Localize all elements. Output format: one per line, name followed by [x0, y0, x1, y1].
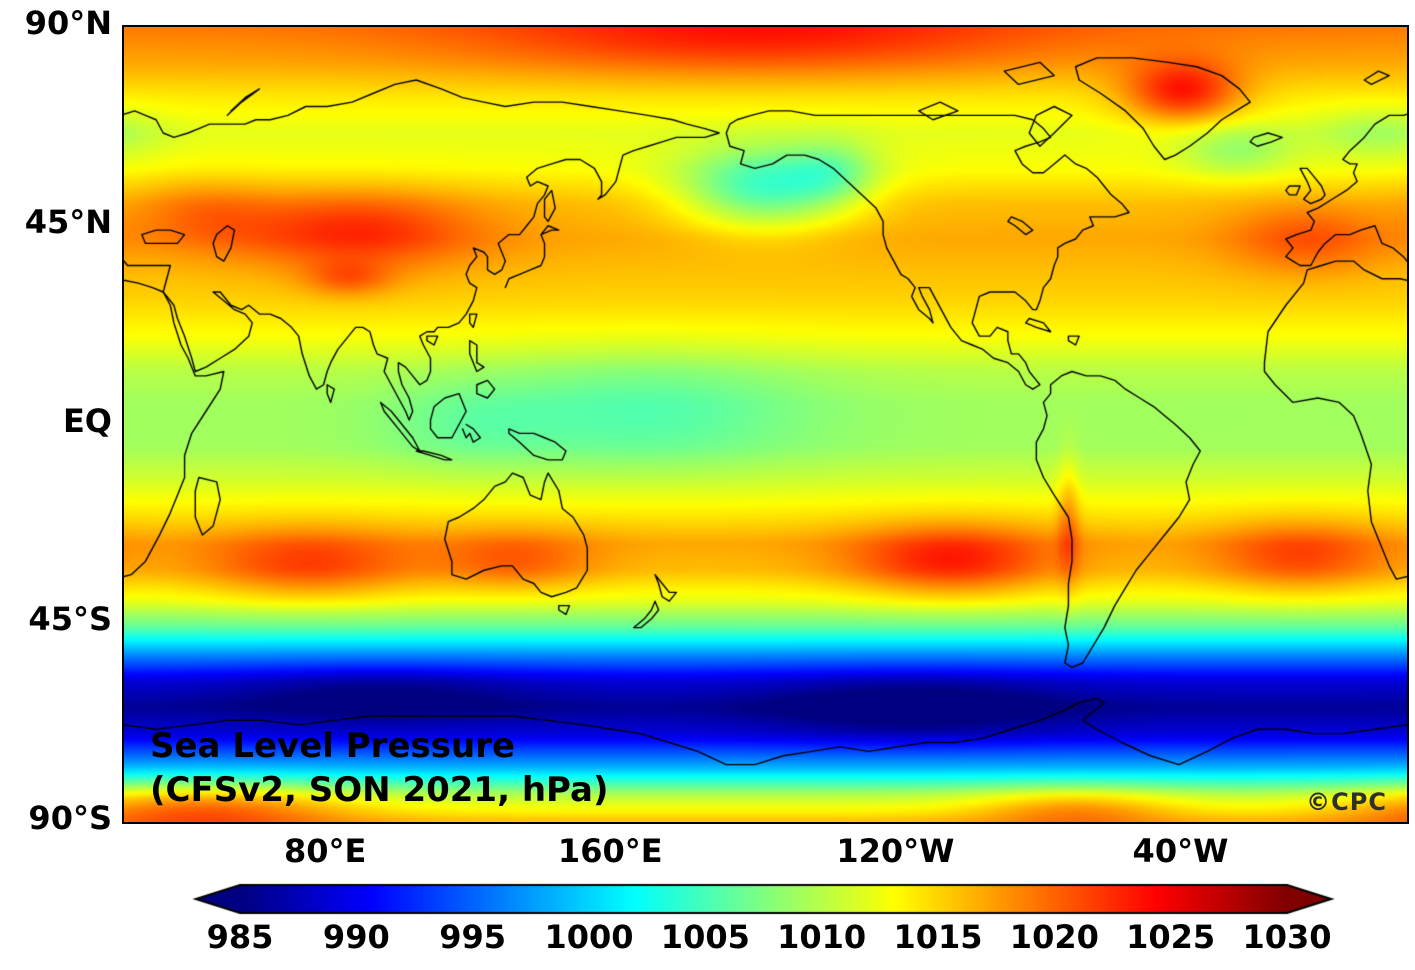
x-axis-tick: 120°W: [836, 832, 955, 870]
map-plot: Sea Level Pressure (CFSv2, SON 2021, hPa…: [122, 25, 1409, 824]
colorbar-canvas: [181, 882, 1346, 916]
x-axis: 80°E 160°E 120°W 40°W: [0, 832, 1415, 877]
colorbar-tick: 1000: [544, 918, 634, 956]
colorbar: 985 990 995 1000 1005 1010 1015 1020 1025 1030: [181, 882, 1346, 970]
colorbar-tick: 1015: [893, 918, 983, 956]
map-title-line2: (CFSv2, SON 2021, hPa): [150, 770, 609, 810]
colorbar-tick: 1030: [1242, 918, 1332, 956]
pressure-field-canvas: [124, 27, 1407, 822]
colorbar-tick: 990: [322, 918, 390, 956]
y-axis-tick: 45°S: [28, 600, 112, 639]
y-axis-tick: 45°N: [24, 202, 112, 241]
colorbar-tick: 1005: [660, 918, 750, 956]
map-title: Sea Level Pressure (CFSv2, SON 2021, hPa…: [150, 724, 609, 812]
y-axis-tick: 90°S: [28, 799, 112, 838]
colorbar-tick: 1020: [1009, 918, 1099, 956]
x-axis-tick: 160°E: [557, 832, 663, 870]
y-axis-tick: EQ: [62, 401, 112, 440]
x-axis-tick: 80°E: [283, 832, 367, 870]
colorbar-tick: 985: [206, 918, 274, 956]
cpc-logo: ©CPC: [1306, 788, 1387, 816]
colorbar-tick: 1025: [1126, 918, 1216, 956]
y-axis-tick: 90°N: [24, 4, 112, 43]
colorbar-tick: 995: [439, 918, 507, 956]
colorbar-tick: 1010: [777, 918, 867, 956]
x-axis-tick: 40°W: [1132, 832, 1229, 870]
y-axis: 90°N 45°N EQ 45°S 90°S: [0, 0, 122, 860]
map-title-line1: Sea Level Pressure: [150, 726, 516, 766]
colorbar-ticks: 985 990 995 1000 1005 1010 1015 1020 1025 1030: [181, 918, 1346, 963]
